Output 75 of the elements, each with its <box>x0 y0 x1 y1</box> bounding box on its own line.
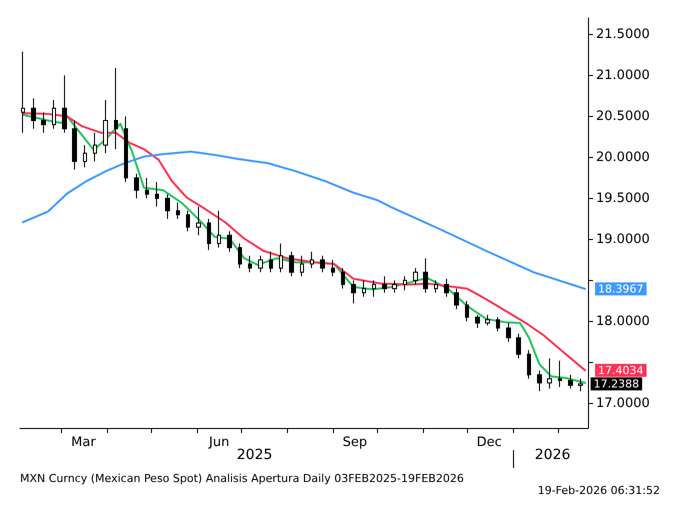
candlestick <box>114 68 118 150</box>
data-label: 18.3967 <box>598 282 644 296</box>
candlestick <box>568 374 573 390</box>
candlestick <box>93 132 97 162</box>
y-tick-label: 19.0000 <box>596 232 650 247</box>
candlestick <box>165 194 170 220</box>
candlestick <box>289 251 294 277</box>
candlestick <box>176 202 180 220</box>
candlestick <box>382 276 387 294</box>
candlestick <box>238 243 242 269</box>
candlestick <box>134 173 139 199</box>
x-tick-label: Dec <box>476 435 502 450</box>
text: MXN Curncy (Mexican Peso Spot) Analisis Apertura Daily 03FEB2025-19FEB2026 <box>20 472 464 485</box>
candlestick <box>269 251 273 273</box>
candlestick <box>227 230 232 252</box>
line-series <box>22 150 586 290</box>
candlestick <box>62 74 67 134</box>
y-tick-label: 21.5000 <box>596 26 650 42</box>
candlestick <box>83 144 87 168</box>
candlestick <box>300 255 304 277</box>
text: 17.2388 <box>594 377 640 390</box>
candlestick <box>392 280 397 294</box>
candlestick <box>21 51 25 134</box>
candlestick <box>258 255 263 273</box>
candlestick <box>41 112 46 134</box>
candlestick <box>186 210 190 232</box>
candlestick <box>527 350 531 380</box>
candlestick <box>331 259 335 277</box>
candlestick <box>444 278 449 298</box>
x-tick-label: Mar <box>71 435 96 450</box>
candlestick <box>475 314 480 328</box>
candlestick <box>155 182 159 208</box>
candlestick <box>362 280 366 298</box>
candlestick <box>423 258 428 294</box>
candlestick <box>310 251 314 269</box>
candlestick <box>506 322 511 342</box>
candlestick <box>341 268 345 290</box>
x-tick-label: Jun <box>208 435 230 450</box>
candlestick <box>196 206 201 236</box>
candlestick <box>578 378 583 392</box>
candlestick <box>248 255 252 273</box>
candlestick <box>52 100 56 130</box>
y-tick-label: 20.0000 <box>596 150 650 165</box>
candlestick <box>103 100 108 154</box>
candlestick <box>351 280 356 304</box>
candlestick <box>465 300 469 322</box>
text: 19-Feb-2026 06:31:52 <box>538 484 660 497</box>
y-tick-label: 20.5000 <box>596 108 650 124</box>
candlestick <box>279 243 283 273</box>
candlestick <box>403 276 407 291</box>
candlestick <box>537 370 542 392</box>
candlestick <box>454 288 459 310</box>
candlestick <box>485 314 490 326</box>
candlestick <box>72 120 77 170</box>
x2-tick-label: 2025 <box>236 447 272 463</box>
candlestick <box>496 316 500 332</box>
candlestick <box>320 255 325 273</box>
candlestick <box>516 333 521 359</box>
candlestick <box>434 280 438 294</box>
candlestick <box>124 116 128 182</box>
x-tick-label: Sep <box>342 435 368 450</box>
candlestick <box>145 177 149 199</box>
y-tick-label: 21.0000 <box>596 68 650 83</box>
candlestick <box>217 210 221 248</box>
x2-tick-label: 2026 <box>534 447 570 463</box>
candlestick <box>31 98 36 130</box>
candlestick <box>207 218 211 251</box>
candlestick <box>558 360 562 388</box>
data-label: 17.4034 <box>598 364 644 377</box>
candlestick <box>413 268 418 285</box>
y-tick-label: 17.0000 <box>596 396 650 411</box>
candlestick <box>547 358 552 390</box>
y-tick-label: 18.0000 <box>596 314 650 329</box>
candlestick <box>372 280 376 298</box>
y-tick-label: 19.5000 <box>596 190 650 206</box>
